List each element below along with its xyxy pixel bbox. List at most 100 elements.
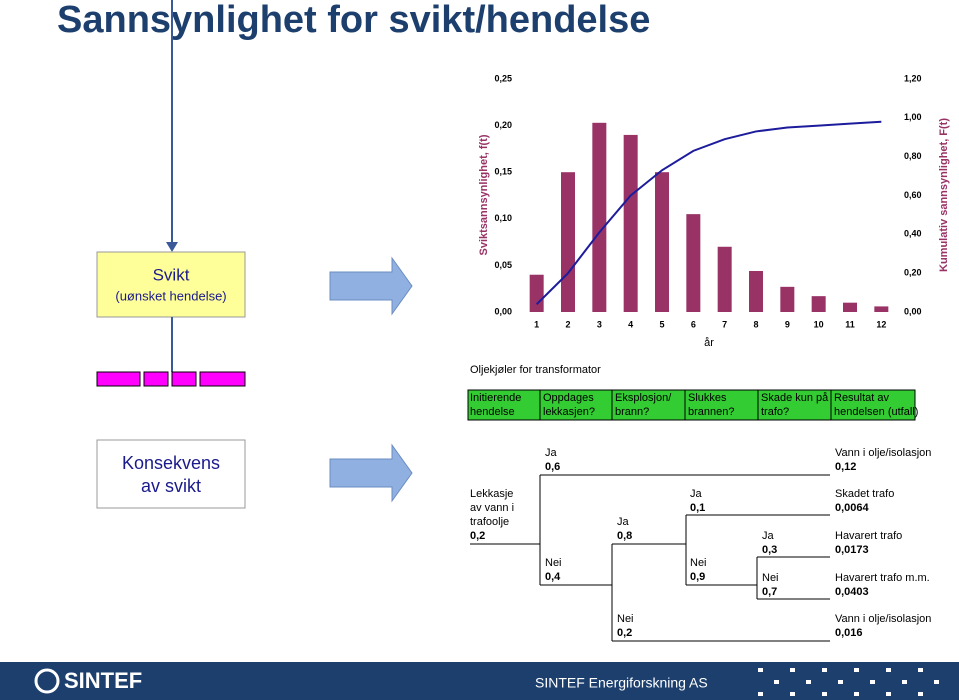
arrow-head [166, 242, 178, 252]
cumulative-line [535, 120, 882, 305]
branch-label: Ja [545, 447, 558, 459]
header-text: brannen? [688, 406, 735, 418]
bar [780, 286, 795, 312]
bar [529, 274, 544, 312]
y2-tick-label: 0,80 [904, 151, 922, 161]
probability: 0,0403 [835, 586, 869, 598]
branch-label: Lekkasje [470, 488, 513, 500]
x-axis-title: år [704, 337, 714, 349]
logo-icon [34, 668, 60, 694]
bar [843, 302, 857, 312]
magenta-block [199, 371, 246, 387]
branch-label: Nei [617, 613, 634, 625]
header-text: Eksplosjon/ [615, 392, 672, 404]
tree-title: Oljekjøler for transformator [470, 364, 601, 376]
probability: 0,0173 [835, 544, 869, 556]
header-text: Skade kun på [761, 392, 829, 404]
magenta-block [171, 371, 197, 387]
probability: 0,6 [545, 461, 560, 473]
bar [561, 172, 575, 312]
probability: 0,4 [545, 571, 561, 583]
x-tick-label: 4 [628, 319, 633, 329]
branch-label: Havarert trafo [835, 530, 902, 542]
branch-label: Skadet trafo [835, 488, 894, 500]
bar [749, 270, 763, 312]
probability: 0,12 [835, 461, 856, 473]
header-text: trafo? [761, 406, 789, 418]
branch-label: Ja [617, 516, 630, 528]
x-tick-label: 9 [785, 319, 790, 329]
branch-label: Ja [762, 530, 775, 542]
header-text: Oppdages [543, 392, 594, 404]
probability: 0,2 [617, 627, 632, 639]
failure-text: Svikt [153, 265, 190, 284]
bar [811, 296, 826, 312]
y2-tick-label: 0,20 [904, 268, 922, 278]
bar [592, 122, 607, 312]
x-tick-label: 3 [597, 319, 602, 329]
y2-tick-label: 1,00 [904, 112, 922, 122]
magenta-block [143, 371, 169, 387]
branch-label: Nei [690, 557, 707, 569]
y-tick-label: 0,10 [494, 213, 512, 223]
branch-label: trafoolje [470, 516, 509, 528]
y-tick-label: 0,20 [494, 120, 512, 130]
tree-lines [470, 474, 830, 642]
x-tick-label: 10 [814, 319, 824, 329]
logo-text: SINTEF [64, 668, 142, 693]
x-tick-label: 11 [845, 319, 855, 329]
footer-band [0, 662, 959, 700]
bar [623, 134, 638, 312]
y-tick-label: 0,25 [494, 73, 512, 83]
slide-title: Sannsynlighet for svikt/hendelse [57, 0, 650, 41]
consequence-text: av svikt [141, 476, 201, 496]
header-text: hendelse [470, 406, 515, 418]
failure-text: (uønsket hendelse) [115, 288, 226, 303]
header-text: Slukkes [688, 392, 727, 404]
x-tick-label: 2 [565, 319, 570, 329]
probability: 0,016 [835, 627, 863, 639]
consequence-box [96, 439, 246, 509]
header-text: Initierende [470, 392, 521, 404]
branch-label: Havarert trafo m.m. [835, 572, 930, 584]
y2-axis-title: Kumulativ sannsynlighet, F(t) [938, 118, 950, 272]
probability: 0,9 [690, 571, 705, 583]
failure-box [96, 251, 246, 318]
footer-text: SINTEF Energiforskning AS [535, 675, 708, 691]
y2-tick-label: 1,20 [904, 73, 922, 83]
probability: 0,8 [617, 530, 632, 542]
branch-label: Nei [762, 572, 779, 584]
branch-label: av vann i [470, 502, 514, 514]
dot-pattern [758, 668, 939, 696]
x-tick-label: 5 [659, 319, 664, 329]
y-tick-label: 0,15 [494, 167, 512, 177]
bar [717, 246, 732, 312]
probability: 0,3 [762, 544, 777, 556]
probability: 0,2 [470, 530, 485, 542]
header-row [467, 389, 916, 421]
block-arrow [329, 256, 413, 316]
header-text: brann? [615, 406, 649, 418]
header-text: Resultat av [834, 392, 890, 404]
branch-label: Ja [690, 488, 703, 500]
bar [874, 306, 889, 312]
y2-tick-label: 0,60 [904, 190, 922, 200]
header-text: lekkasjen? [543, 406, 595, 418]
y-tick-label: 0,05 [494, 260, 512, 270]
branch-label: Vann i olje/isolasjon [835, 447, 931, 459]
bar [686, 214, 701, 312]
branch-label: Vann i olje/isolasjon [835, 613, 931, 625]
probability: 0,7 [762, 586, 777, 598]
x-tick-label: 12 [876, 319, 886, 329]
y2-tick-label: 0,40 [904, 229, 922, 239]
magenta-block [96, 371, 141, 387]
x-tick-label: 6 [691, 319, 696, 329]
chart-area [468, 55, 956, 355]
block-arrow [329, 443, 413, 503]
bar [655, 172, 669, 312]
consequence-text: Konsekvens [122, 453, 220, 473]
branch-label: Nei [545, 557, 562, 569]
x-tick-label: 7 [722, 319, 727, 329]
